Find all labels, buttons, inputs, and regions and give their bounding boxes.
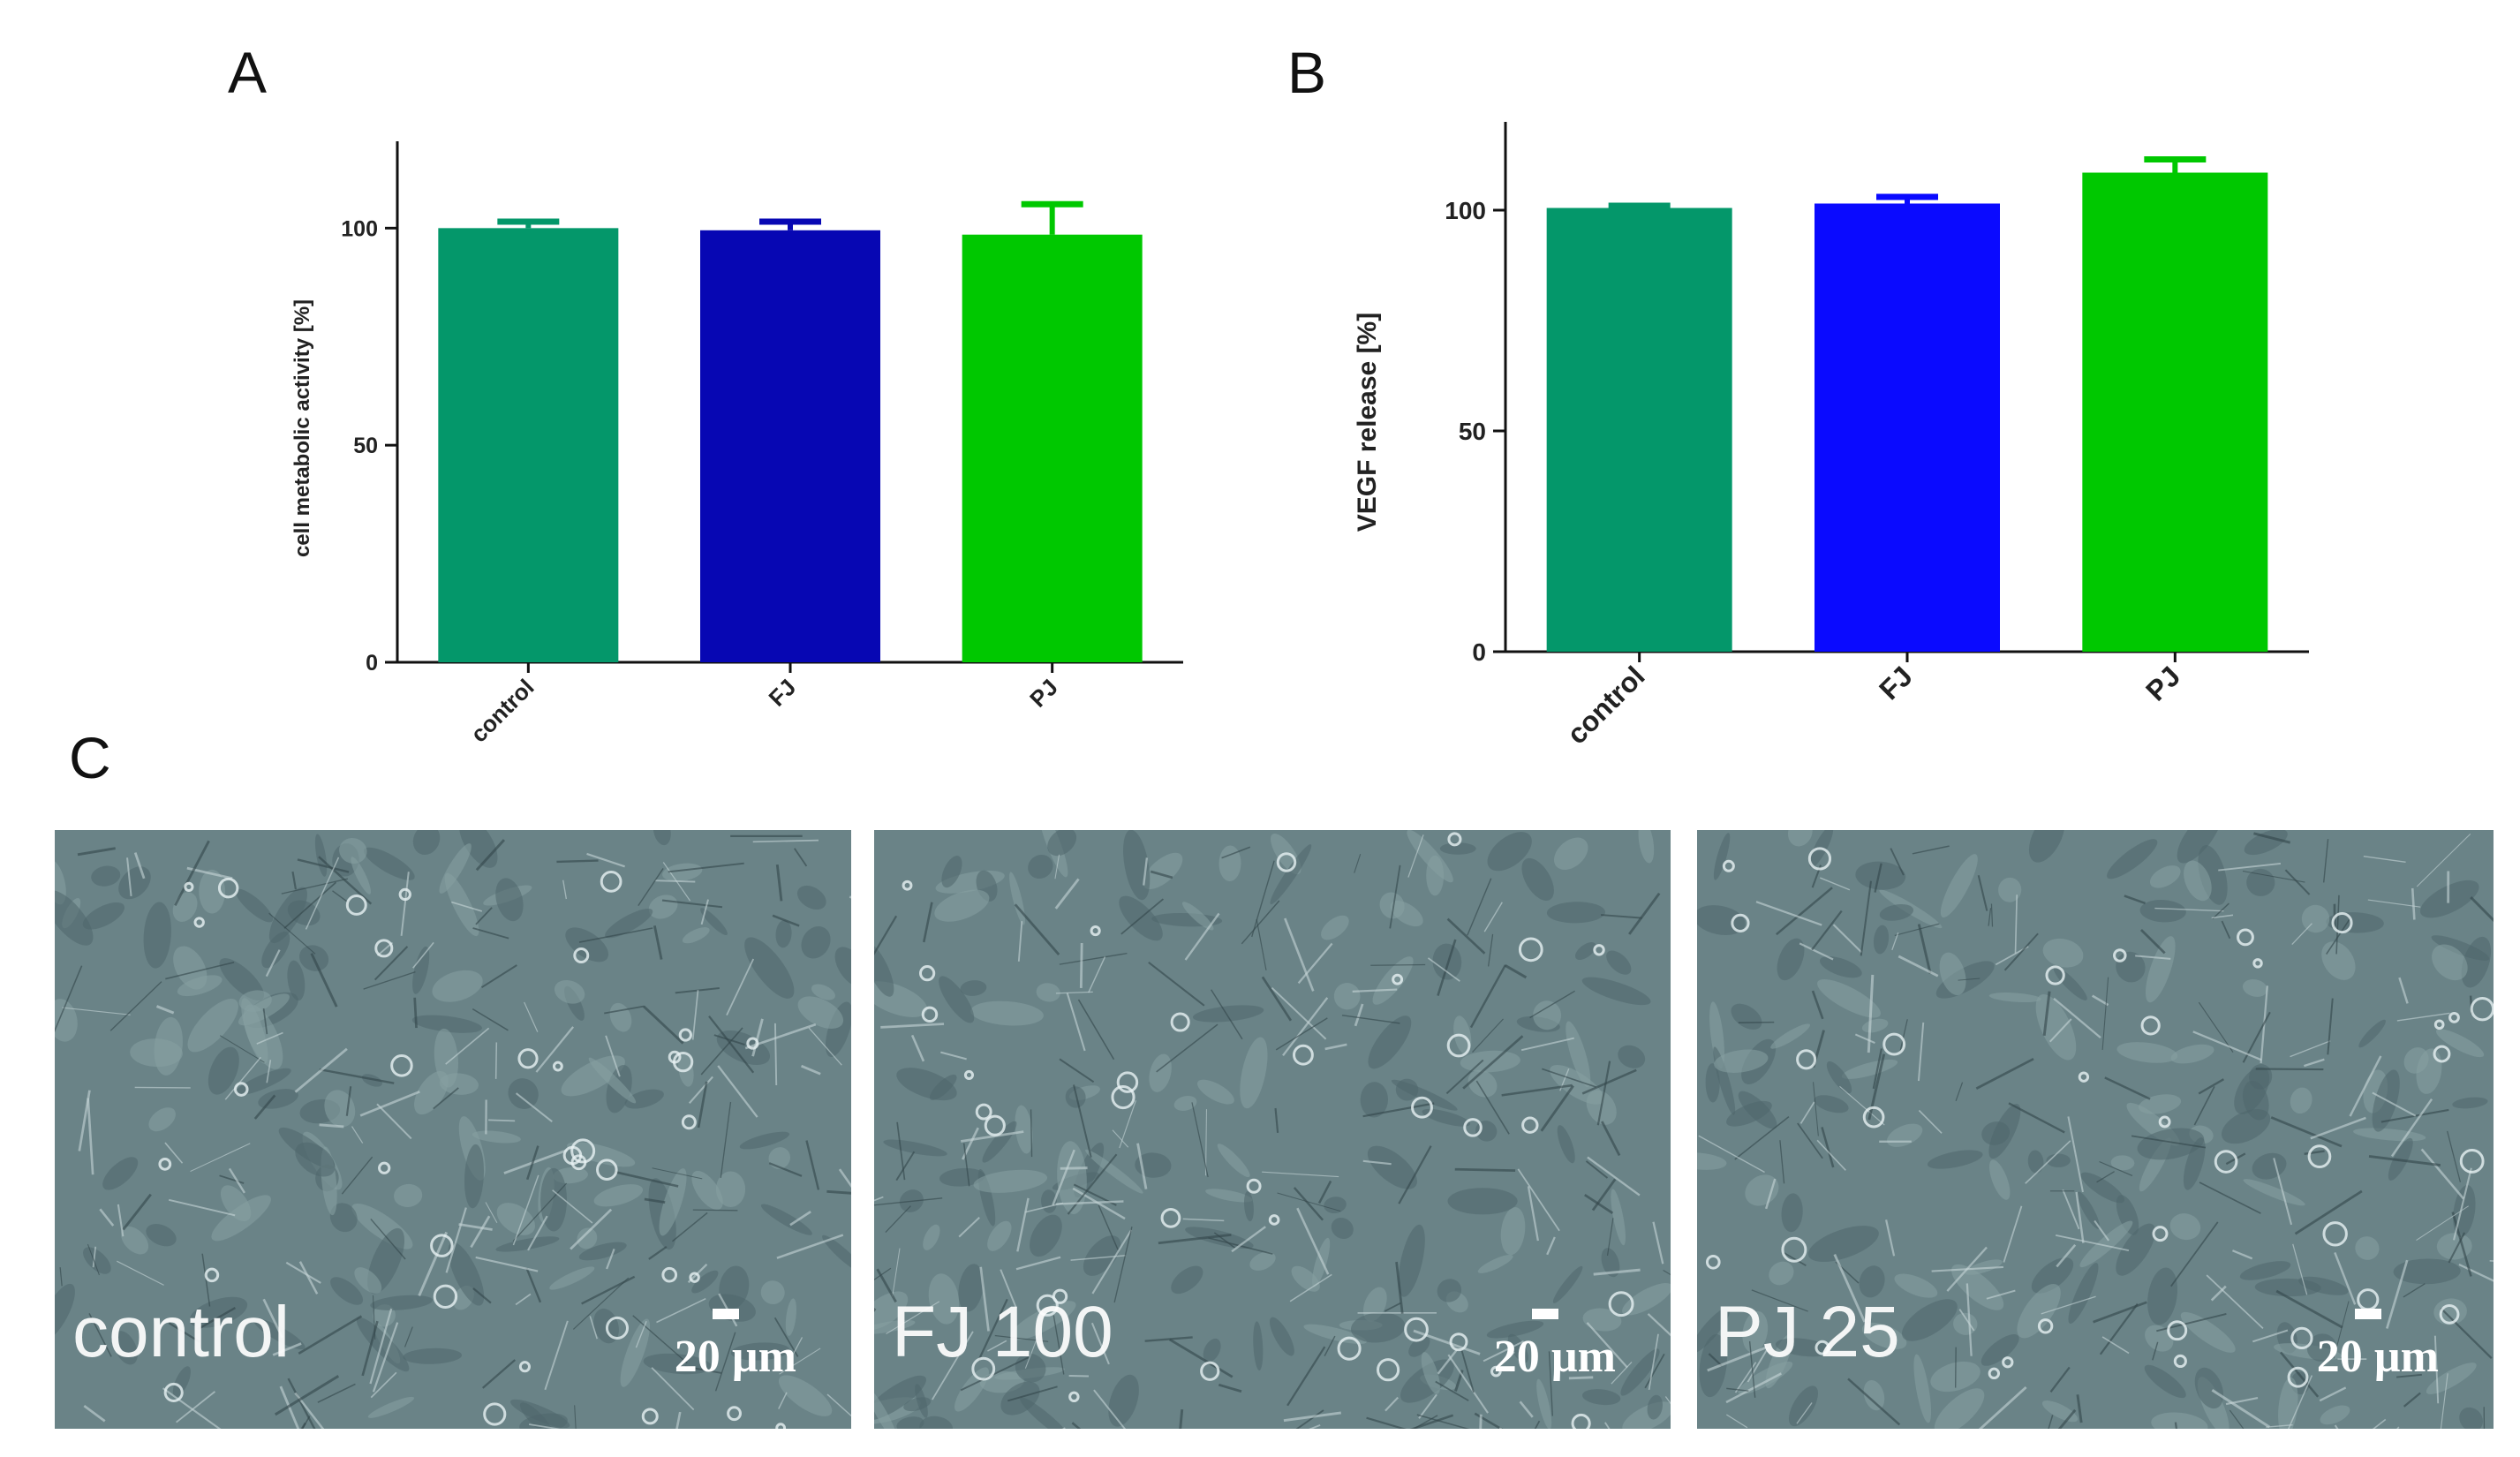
x-tick-label: FJ (764, 674, 802, 712)
x-tick-label: control (1560, 660, 1650, 750)
micrograph-texture (1697, 830, 2494, 1429)
panel-letter-a: A (228, 40, 268, 105)
micrograph-control: control 20 µm (55, 830, 851, 1429)
chart-b: 0 50 100 VEGF release [%] control FJ PJ (1353, 122, 2309, 751)
panel-letter-c: C (69, 725, 111, 790)
y-axis-label: VEGF release [%] (1353, 313, 1382, 532)
micrograph-texture (55, 830, 851, 1429)
scale-bar-label: 20 µm (1493, 1332, 1616, 1382)
y-tick-label: 50 (1459, 418, 1486, 445)
y-tick-label: 0 (366, 651, 378, 676)
scale-bar (713, 1309, 739, 1319)
micrograph-label: control (72, 1292, 290, 1372)
y-axis-label: cell metabolic activity [%] (290, 299, 314, 557)
bar-fj (700, 230, 880, 662)
x-tick-label: PJ (1024, 674, 1063, 713)
bar-fj (1815, 203, 2000, 652)
bar-control (1546, 208, 1732, 652)
micrograph-label: FJ 100 (892, 1292, 1113, 1372)
scale-bar (2355, 1309, 2381, 1319)
y-tick-label: 100 (341, 216, 378, 241)
y-tick-label: 100 (1445, 197, 1486, 224)
bar-control (438, 228, 619, 662)
bar-pj (2082, 172, 2268, 652)
micrograph-pj-25: PJ 25 20 µm (1697, 830, 2494, 1429)
x-tick-label: FJ (1873, 660, 1919, 706)
scale-bar (1532, 1309, 1558, 1319)
scale-bar-label: 20 µm (674, 1332, 796, 1382)
panel-letter-b: B (1287, 40, 1327, 105)
bar-pj (962, 234, 1143, 662)
x-tick-label: control (465, 674, 539, 748)
y-tick-label: 50 (353, 434, 378, 458)
scale-bar-label: 20 µm (2316, 1332, 2439, 1382)
x-tick-label: PJ (2139, 660, 2186, 706)
micrograph-label: PJ 25 (1715, 1292, 1900, 1372)
chart-a: 0 50 100 cell metabolic activity [%] control… (290, 141, 1183, 748)
micrograph-fj-100: FJ 100 20 µm (874, 830, 1671, 1429)
micrograph-texture (874, 830, 1671, 1429)
y-tick-label: 0 (1472, 638, 1486, 666)
